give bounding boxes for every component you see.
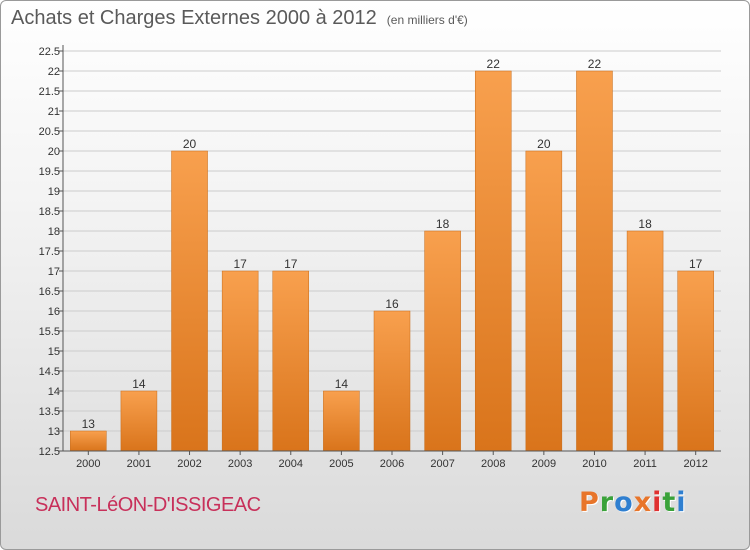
x-tick-label: 2010 — [582, 458, 606, 470]
logo-letter: o — [614, 487, 634, 518]
y-tick-label: 14.5 — [39, 366, 60, 378]
data-label: 14 — [132, 377, 146, 391]
y-tick-label: 16 — [48, 306, 60, 318]
data-label: 22 — [588, 57, 602, 71]
bar-2010 — [576, 70, 613, 452]
y-tick-label: 20.5 — [39, 126, 60, 138]
x-tick-label: 2005 — [329, 458, 353, 470]
chart-title-text: Achats et Charges Externes 2000 à 2012 — [11, 7, 377, 29]
y-tick-label: 21.5 — [39, 86, 60, 98]
y-tick-label: 19 — [48, 186, 60, 198]
y-tick-label: 18 — [48, 226, 60, 238]
y-tick-label: 22 — [48, 66, 60, 78]
x-tick-label: 2008 — [481, 458, 505, 470]
chart-title: Achats et Charges Externes 2000 à 2012 (e… — [11, 7, 468, 30]
data-label: 13 — [82, 417, 96, 431]
y-tick-label: 16.5 — [39, 286, 60, 298]
y-tick-label: 20 — [48, 146, 60, 158]
logo-letter: i — [652, 487, 663, 518]
bars-layer: 13 14 20 17 17 14 16 18 22 20 22 18 17 — [70, 57, 714, 452]
y-tick-label: 17 — [48, 266, 60, 278]
bar-2003 — [221, 270, 259, 452]
logo-letter: i — [676, 487, 687, 518]
data-label: 17 — [233, 257, 247, 271]
x-tick-label: 2004 — [279, 458, 303, 470]
y-tick-label: 13 — [48, 426, 60, 438]
data-label: 18 — [638, 217, 652, 231]
y-tick-label: 19.5 — [39, 166, 60, 178]
x-tick-label: 2011 — [633, 458, 657, 470]
bar-2008 — [474, 70, 512, 452]
chart-unit: (en milliers d'€) — [386, 13, 468, 27]
data-label: 16 — [385, 297, 399, 311]
bar-2004 — [272, 270, 310, 452]
data-label: 20 — [183, 137, 197, 151]
logo-letter: P — [579, 487, 600, 518]
y-tick-label: 22.5 — [39, 46, 60, 58]
x-tick-label: 2006 — [380, 458, 404, 470]
data-label: 14 — [335, 377, 349, 391]
y-tick-label: 15.5 — [39, 326, 60, 338]
bar-2007 — [424, 230, 461, 452]
data-label: 20 — [537, 137, 551, 151]
bar-2005 — [323, 390, 360, 452]
data-label: 18 — [436, 217, 450, 231]
logo-letter: t — [662, 487, 677, 518]
logo-letter: r — [599, 487, 615, 518]
proxiti-logo[interactable]: Proxiti — [579, 487, 687, 518]
x-tick-label: 2000 — [76, 458, 100, 470]
y-tick-label: 14 — [48, 386, 60, 398]
bar-2011 — [626, 230, 664, 452]
bar-2009 — [525, 150, 563, 452]
y-tick-label: 17.5 — [39, 246, 60, 258]
x-tick-label: 2009 — [532, 458, 556, 470]
x-tick-label: 2007 — [430, 458, 454, 470]
commune-name: SAINT-LéON-D'ISSIGEAC — [35, 494, 261, 516]
y-tick-label: 18.5 — [39, 206, 60, 218]
bar-2006 — [373, 310, 411, 452]
bar-2012 — [677, 270, 714, 452]
x-tick-label: 2003 — [228, 458, 252, 470]
y-tick-label: 13.5 — [39, 406, 60, 418]
y-tick-label: 21 — [48, 106, 60, 118]
x-tick-label: 2002 — [177, 458, 201, 470]
axis-layer: 12.5 13 13.5 14 14.5 15 15.5 16 16.5 17 17.5 18 18.5… — [39, 45, 721, 470]
bar-2000 — [70, 430, 107, 452]
y-tick-label: 15 — [48, 346, 60, 358]
logo-letter: x — [633, 487, 653, 518]
data-label: 17 — [689, 257, 703, 271]
y-tick-label: 12.5 — [39, 446, 60, 458]
x-tick-label: 2001 — [127, 458, 151, 470]
data-label: 22 — [487, 57, 501, 71]
bar-2001 — [120, 390, 158, 452]
x-tick-label: 2012 — [683, 458, 707, 470]
bar-2002 — [171, 150, 208, 452]
data-label: 17 — [284, 257, 298, 271]
